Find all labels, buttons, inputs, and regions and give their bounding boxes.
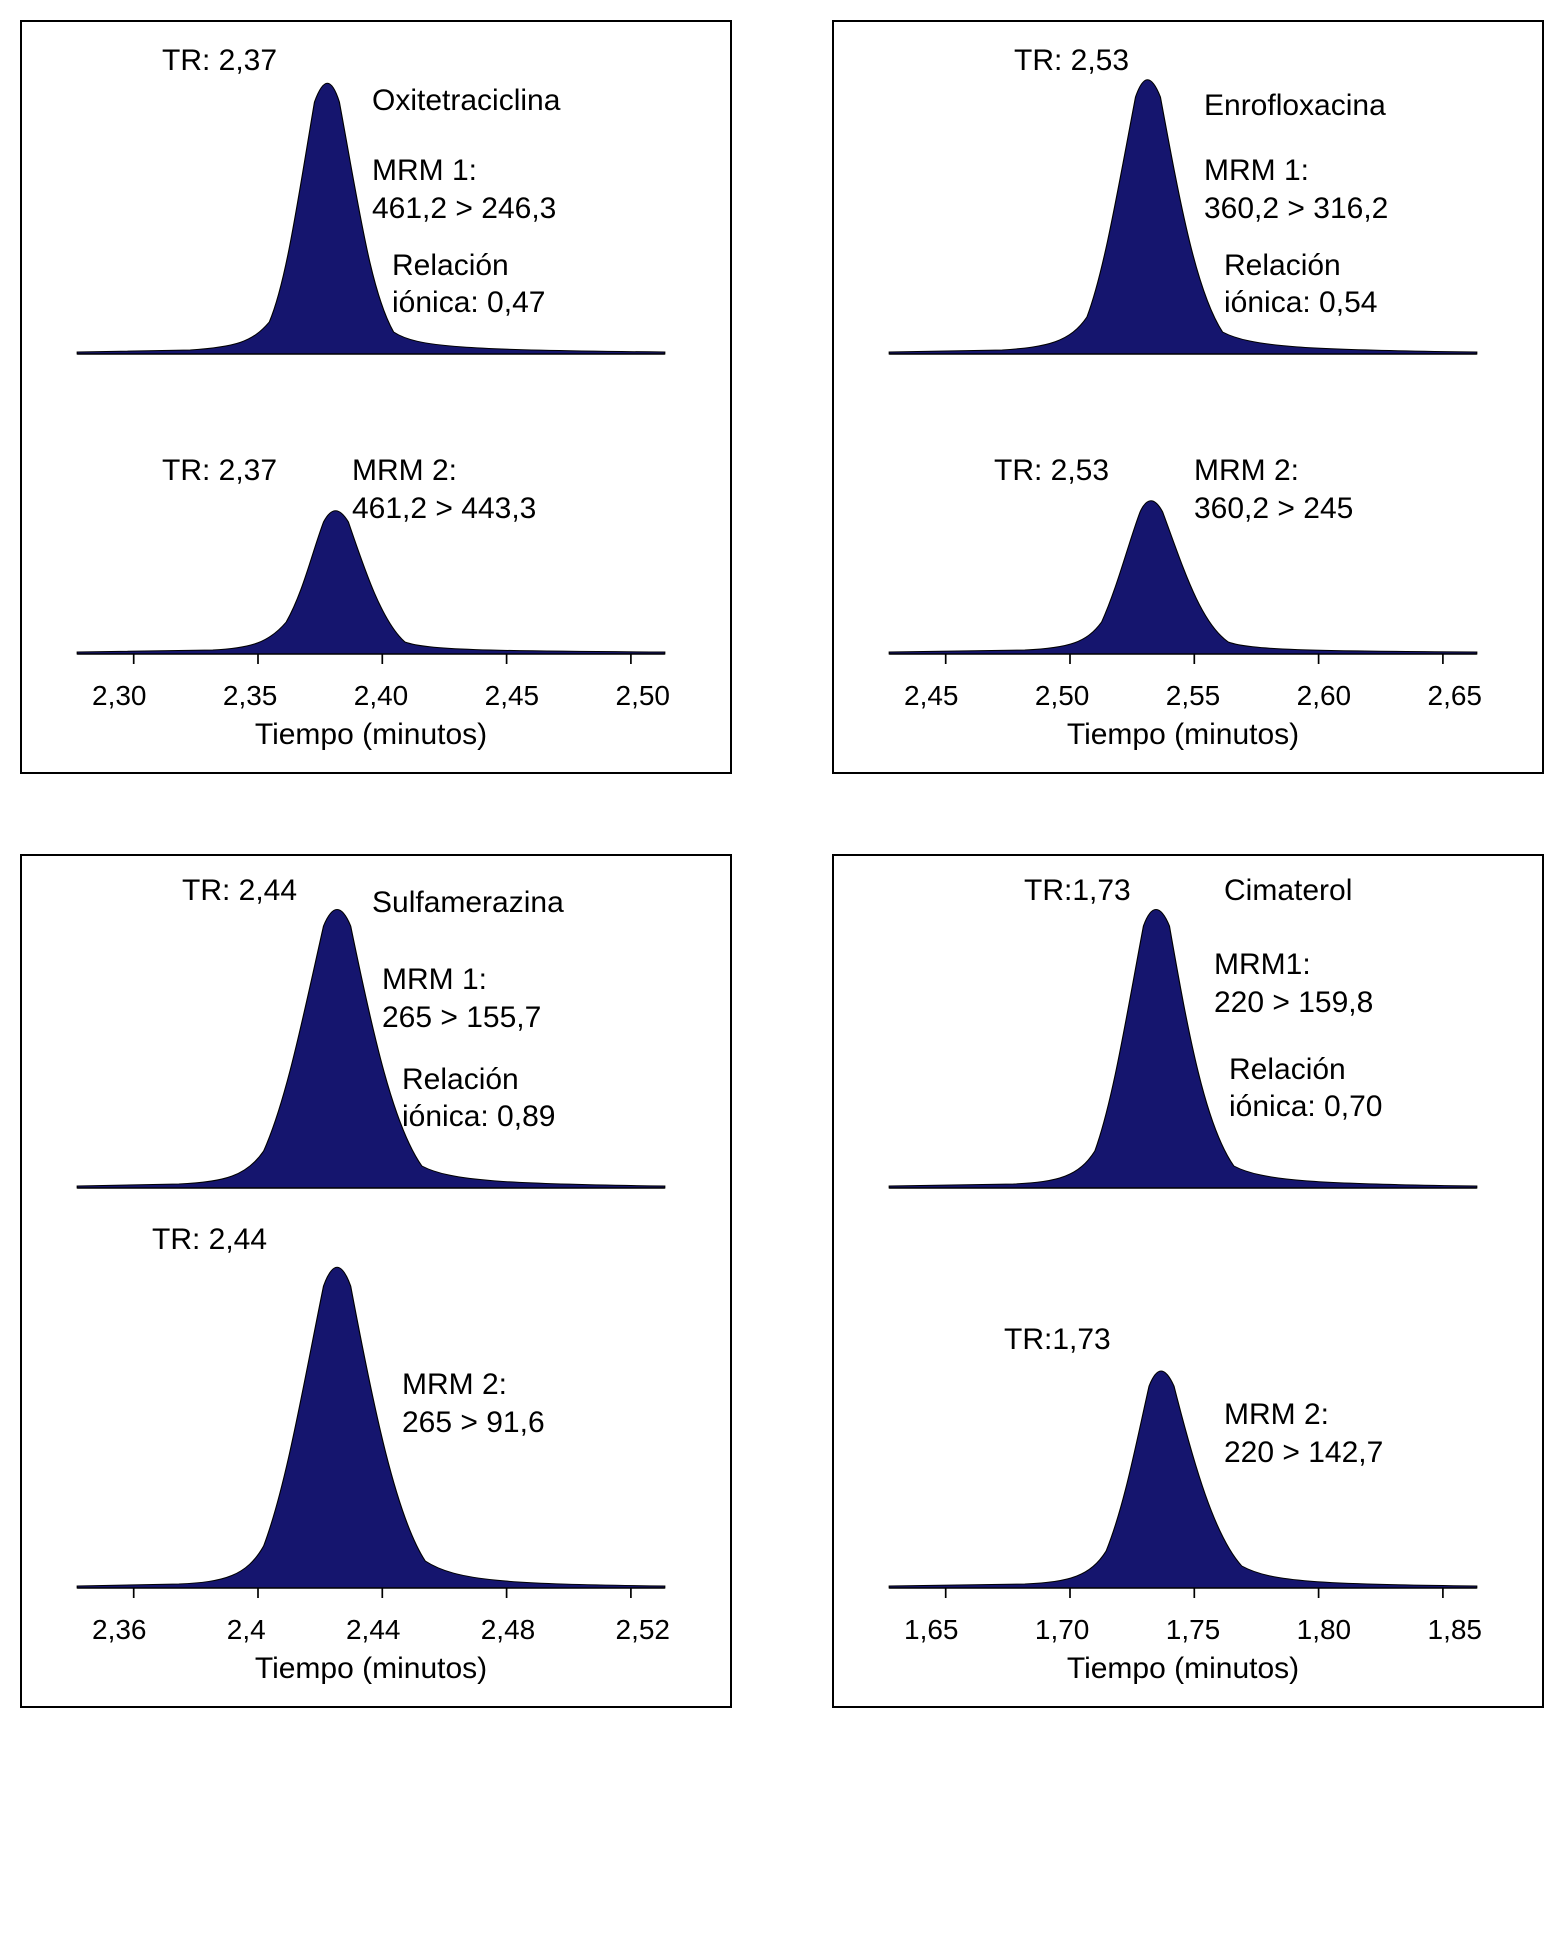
tick-label: 2,65 xyxy=(1428,680,1483,712)
x-axis-title: Tiempo (minutos) xyxy=(32,1652,710,1686)
tr-label-1: TR: 2,53 xyxy=(1014,42,1129,80)
x-ticks: 2,45 2,50 2,55 2,60 2,65 xyxy=(844,672,1522,712)
tr-label-1: TR:1,73 xyxy=(1024,872,1131,910)
mrm1-label: MRM 1: xyxy=(372,152,477,190)
tick-label: 1,70 xyxy=(1035,1614,1090,1646)
ratio-label: Relación xyxy=(392,247,509,285)
peak-mrm2 xyxy=(844,372,1522,672)
mrm1-chart: TR:1,73 Cimaterol MRM1: 220 > 159,8 Rela… xyxy=(844,866,1522,1206)
x-axis: 2,36 2,4 2,44 2,48 2,52 Tiempo (minutos) xyxy=(32,1606,710,1696)
tick-label: 2,48 xyxy=(481,1614,536,1646)
peak-mrm1 xyxy=(32,866,710,1206)
mrm1-value: 360,2 > 316,2 xyxy=(1204,190,1388,228)
x-axis: 2,45 2,50 2,55 2,60 2,65 Tiempo (minutos… xyxy=(844,672,1522,762)
peak-mrm1 xyxy=(32,32,710,372)
mrm2-value: 461,2 > 443,3 xyxy=(352,490,536,528)
tick-label: 2,45 xyxy=(904,680,959,712)
mrm2-chart: TR:1,73 MRM 2: 220 > 142,7 xyxy=(844,1206,1522,1606)
mrm2-chart: TR: 2,37 MRM 2: 461,2 > 443,3 xyxy=(32,372,710,672)
x-ticks: 2,30 2,35 2,40 2,45 2,50 xyxy=(32,672,710,712)
compound-name: Enrofloxacina xyxy=(1204,87,1386,125)
tick-label: 2,45 xyxy=(485,680,540,712)
compound-name: Oxitetraciclina xyxy=(372,82,560,120)
mrm1-chart: TR: 2,44 Sulfamerazina MRM 1: 265 > 155,… xyxy=(32,866,710,1206)
mrm2-value: 360,2 > 245 xyxy=(1194,490,1353,528)
compound-name: Cimaterol xyxy=(1224,872,1352,910)
mrm2-value: 265 > 91,6 xyxy=(402,1404,545,1442)
peak-mrm1 xyxy=(844,32,1522,372)
ratio-value: iónica: 0,70 xyxy=(1229,1088,1382,1126)
tick-label: 2,36 xyxy=(92,1614,147,1646)
tick-label: 2,50 xyxy=(616,680,671,712)
mrm1-label: MRM1: xyxy=(1214,946,1311,984)
tick-label: 1,80 xyxy=(1297,1614,1352,1646)
mrm1-chart: TR: 2,37 Oxitetraciclina MRM 1: 461,2 > … xyxy=(32,32,710,372)
mrm2-chart: TR: 2,44 MRM 2: 265 > 91,6 xyxy=(32,1206,710,1606)
tr-label-2: TR: 2,53 xyxy=(994,452,1109,490)
mrm1-label: MRM 1: xyxy=(1204,152,1309,190)
tick-label: 2,55 xyxy=(1166,680,1221,712)
tr-label-2: TR: 2,37 xyxy=(162,452,277,490)
tick-label: 1,85 xyxy=(1428,1614,1483,1646)
tick-label: 2,4 xyxy=(227,1614,266,1646)
tick-label: 2,30 xyxy=(92,680,147,712)
tr-label-2: TR:1,73 xyxy=(1004,1321,1111,1359)
compound-name: Sulfamerazina xyxy=(372,884,564,922)
peak-mrm2 xyxy=(844,1206,1522,1606)
panel-sulfamerazina: TR: 2,44 Sulfamerazina MRM 1: 265 > 155,… xyxy=(20,854,732,1708)
tr-label-1: TR: 2,37 xyxy=(162,42,277,80)
x-axis-title: Tiempo (minutos) xyxy=(844,718,1522,752)
mrm2-label: MRM 2: xyxy=(352,452,457,490)
mrm2-label: MRM 2: xyxy=(402,1366,507,1404)
panel-enrofloxacina: TR: 2,53 Enrofloxacina MRM 1: 360,2 > 31… xyxy=(832,20,1544,774)
panel-oxitetraciclina: TR: 2,37 Oxitetraciclina MRM 1: 461,2 > … xyxy=(20,20,732,774)
tick-label: 1,75 xyxy=(1166,1614,1221,1646)
ratio-label: Relación xyxy=(1229,1051,1346,1089)
panel-cimaterol: TR:1,73 Cimaterol MRM1: 220 > 159,8 Rela… xyxy=(832,854,1544,1708)
ratio-value: iónica: 0,54 xyxy=(1224,284,1377,322)
mrm1-chart: TR: 2,53 Enrofloxacina MRM 1: 360,2 > 31… xyxy=(844,32,1522,372)
mrm2-value: 220 > 142,7 xyxy=(1224,1434,1383,1472)
mrm1-label: MRM 1: xyxy=(382,961,487,999)
mrm2-label: MRM 2: xyxy=(1194,452,1299,490)
x-axis-title: Tiempo (minutos) xyxy=(32,718,710,752)
chart-grid: TR: 2,37 Oxitetraciclina MRM 1: 461,2 > … xyxy=(20,20,1544,1708)
x-axis-title: Tiempo (minutos) xyxy=(844,1652,1522,1686)
tick-label: 1,65 xyxy=(904,1614,959,1646)
tr-label-2: TR: 2,44 xyxy=(152,1221,267,1259)
tick-label: 2,35 xyxy=(223,680,278,712)
ratio-label: Relación xyxy=(1224,247,1341,285)
mrm2-chart: TR: 2,53 MRM 2: 360,2 > 245 xyxy=(844,372,1522,672)
tick-label: 2,40 xyxy=(354,680,409,712)
peak-mrm2 xyxy=(32,1206,710,1606)
mrm1-value: 461,2 > 246,3 xyxy=(372,190,556,228)
tick-label: 2,52 xyxy=(616,1614,671,1646)
ratio-label: Relación xyxy=(402,1061,519,1099)
mrm1-value: 220 > 159,8 xyxy=(1214,984,1373,1022)
x-axis: 2,30 2,35 2,40 2,45 2,50 Tiempo (minutos… xyxy=(32,672,710,762)
x-ticks: 2,36 2,4 2,44 2,48 2,52 xyxy=(32,1606,710,1646)
tick-label: 2,44 xyxy=(346,1614,401,1646)
peak-mrm1 xyxy=(844,866,1522,1206)
tr-label-1: TR: 2,44 xyxy=(182,872,297,910)
ratio-value: iónica: 0,47 xyxy=(392,284,545,322)
ratio-value: iónica: 0,89 xyxy=(402,1098,555,1136)
tick-label: 2,60 xyxy=(1297,680,1352,712)
x-axis: 1,65 1,70 1,75 1,80 1,85 Tiempo (minutos… xyxy=(844,1606,1522,1696)
mrm1-value: 265 > 155,7 xyxy=(382,999,541,1037)
mrm2-label: MRM 2: xyxy=(1224,1396,1329,1434)
x-ticks: 1,65 1,70 1,75 1,80 1,85 xyxy=(844,1606,1522,1646)
tick-label: 2,50 xyxy=(1035,680,1090,712)
